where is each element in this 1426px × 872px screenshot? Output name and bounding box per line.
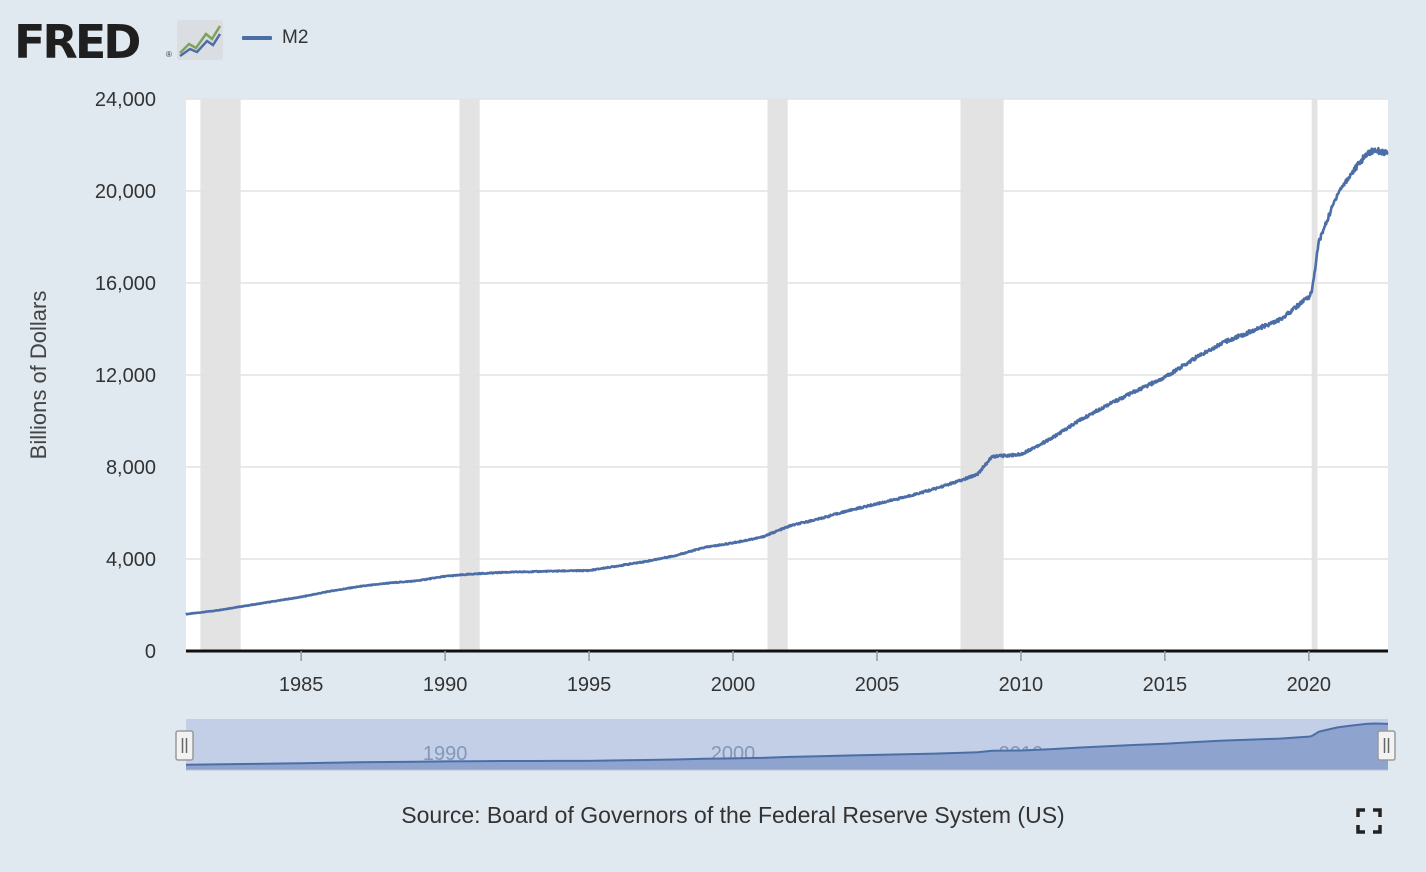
x-tick-label: 2005 bbox=[855, 674, 900, 696]
x-tick-label: 2010 bbox=[999, 674, 1044, 696]
fred-logo-registered-mark: ® bbox=[166, 50, 172, 59]
legend-label-m2: M2 bbox=[282, 27, 309, 48]
legend[interactable]: M2 bbox=[242, 26, 308, 50]
x-tick-label: 2020 bbox=[1287, 674, 1332, 696]
gridlines bbox=[186, 98, 1388, 560]
series-line-m2 bbox=[185, 146, 1389, 616]
navigator-area bbox=[186, 723, 1388, 770]
x-tick-label: 1995 bbox=[567, 674, 612, 696]
y-axis-ticks: 0 4,000 8,000 12,000 16,000 20,000 24,000 bbox=[95, 89, 156, 663]
range-navigator[interactable]: 1990200020102020 bbox=[175, 719, 1396, 771]
y-tick-label: 8,000 bbox=[106, 457, 156, 479]
fullscreen-icon[interactable] bbox=[1354, 806, 1384, 836]
source-note: Source: Board of Governors of the Federa… bbox=[401, 802, 1065, 828]
y-tick-label: 12,000 bbox=[95, 365, 156, 387]
y-tick-label: 20,000 bbox=[95, 181, 156, 203]
legend-swatch-m2 bbox=[242, 36, 272, 40]
chart-header: FRED ® M2 bbox=[0, 0, 1426, 80]
x-axis-ticks: 1985 1990 1995 2000 2005 2010 2015 2020 bbox=[279, 651, 1331, 696]
y-axis-title: Billions of Dollars bbox=[26, 291, 51, 460]
line-chart-icon bbox=[177, 20, 223, 60]
fred-logo[interactable]: FRED bbox=[14, 15, 141, 69]
navigator-handle-right[interactable] bbox=[1377, 730, 1396, 761]
x-tick-label: 2000 bbox=[711, 674, 756, 696]
x-tick-label: 1990 bbox=[423, 674, 468, 696]
y-tick-label: 0 bbox=[145, 641, 156, 663]
x-tick-label: 1985 bbox=[279, 674, 324, 696]
navigator-tick-label: 1990 bbox=[423, 743, 468, 765]
y-tick-label: 24,000 bbox=[95, 89, 156, 111]
y-tick-label: 4,000 bbox=[106, 549, 156, 571]
x-tick-label: 2015 bbox=[1143, 674, 1188, 696]
navigator-line bbox=[185, 722, 1389, 766]
y-tick-label: 16,000 bbox=[95, 273, 156, 295]
navigator-handle-left[interactable] bbox=[175, 730, 194, 761]
series-layer bbox=[185, 146, 1389, 616]
